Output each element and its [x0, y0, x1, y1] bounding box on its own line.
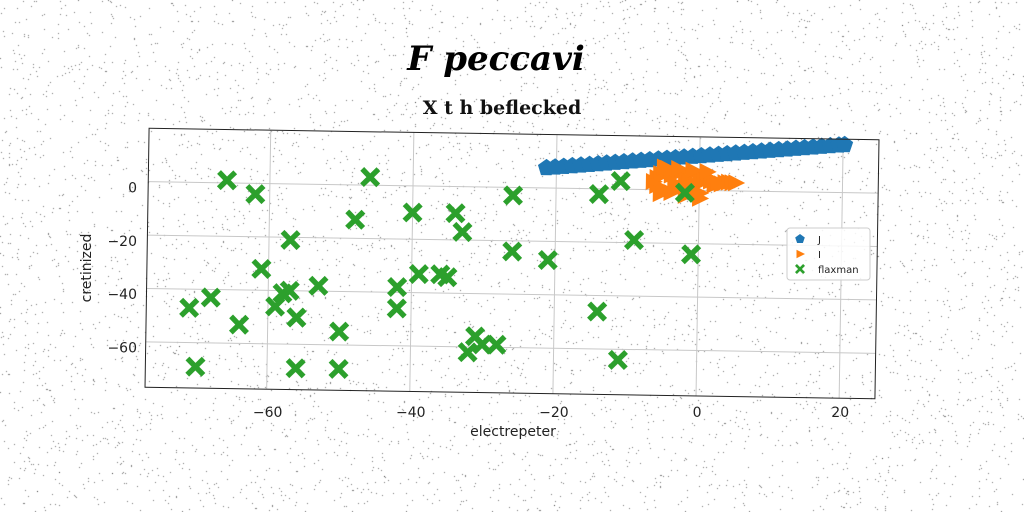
- data-point: [445, 203, 466, 224]
- y-axis-label: cretinized: [79, 234, 95, 303]
- data-point: [681, 244, 702, 265]
- data-point: [328, 358, 349, 380]
- data-point: [216, 170, 238, 191]
- data-point: [728, 174, 746, 192]
- data-point: [652, 185, 670, 203]
- data-point: [502, 185, 524, 206]
- data-point: [674, 182, 696, 203]
- data-point: [402, 202, 423, 223]
- data-point: [692, 184, 710, 202]
- data-point: [387, 276, 408, 298]
- data-point: [251, 258, 272, 280]
- series-flaxman: [179, 167, 702, 380]
- legend-marker: [795, 264, 805, 274]
- legend-label: I: [818, 250, 821, 261]
- data-point: [457, 342, 478, 363]
- data-point: [280, 229, 301, 251]
- data-point: [607, 349, 628, 371]
- data-point: [699, 163, 717, 181]
- y-gridline: [145, 341, 876, 354]
- y-tick-label: −60: [107, 341, 137, 357]
- data-point: [345, 209, 366, 230]
- data-point: [285, 358, 306, 379]
- legend-marker: [795, 234, 805, 243]
- x-tick-label: 0: [693, 405, 702, 421]
- y-tick-label: −20: [107, 234, 137, 250]
- data-point: [360, 167, 381, 188]
- x-gridline: [409, 132, 415, 392]
- data-point: [408, 263, 429, 285]
- series-layer: [179, 135, 854, 380]
- data-point: [179, 297, 200, 318]
- y-tick-label: −40: [107, 287, 137, 303]
- data-point: [472, 334, 493, 355]
- y-gridline: [148, 181, 879, 194]
- y-gridline: [146, 287, 877, 301]
- data-point: [437, 267, 458, 288]
- chart-title: X t h beflecked: [423, 97, 582, 119]
- x-tick-label: −20: [539, 405, 569, 421]
- data-point: [228, 314, 250, 335]
- data-point: [537, 249, 558, 271]
- data-point: [265, 296, 286, 317]
- data-point: [656, 158, 674, 176]
- data-point: [308, 275, 329, 296]
- data-point: [452, 221, 473, 243]
- data-point: [836, 135, 854, 153]
- data-point: [386, 298, 407, 319]
- data-point: [663, 183, 681, 201]
- data-point: [588, 184, 610, 205]
- chart-suptitle: F peccavi: [406, 39, 585, 79]
- legend-marker: [796, 249, 805, 259]
- axes-frame: [144, 127, 880, 400]
- data-point: [272, 283, 293, 304]
- data-point: [685, 161, 703, 179]
- data-point: [486, 334, 507, 355]
- x-tick-label: −40: [396, 405, 426, 421]
- data-point: [286, 307, 307, 328]
- data-point: [610, 170, 631, 192]
- plot-area: [144, 127, 880, 400]
- x-tick-label: −60: [253, 405, 283, 421]
- data-point: [502, 241, 523, 262]
- data-point: [185, 356, 206, 377]
- data-point: [623, 229, 645, 251]
- x-tick-label: 20: [831, 405, 849, 421]
- x-gridline: [266, 130, 272, 390]
- tick-labels: −60 −40 −20 0 20 0 −20 −40 −60: [107, 180, 849, 421]
- series-j: [537, 135, 854, 176]
- y-gridline: [147, 234, 878, 248]
- y-tick-label: 0: [128, 180, 137, 196]
- data-point: [200, 287, 221, 308]
- data-point: [587, 301, 608, 322]
- data-point: [245, 183, 266, 205]
- legend-label: J: [817, 235, 821, 246]
- legend-box: [786, 227, 871, 281]
- x-axis-label: electrepeter: [470, 424, 556, 440]
- series-i: [645, 158, 746, 207]
- data-point: [329, 321, 350, 342]
- legend-label: flaxman: [818, 265, 859, 276]
- data-point: [670, 160, 689, 178]
